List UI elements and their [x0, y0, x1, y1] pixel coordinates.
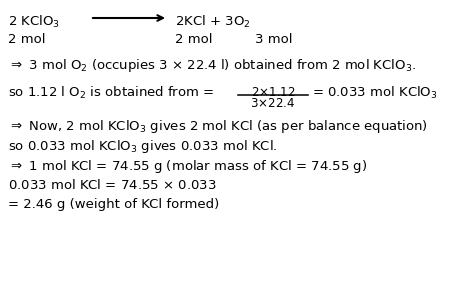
Text: = 2.46 g (weight of KCl formed): = 2.46 g (weight of KCl formed) — [8, 198, 219, 211]
Text: 2 mol: 2 mol — [175, 33, 212, 46]
Text: so 1.12 l O$_2$ is obtained from =: so 1.12 l O$_2$ is obtained from = — [8, 85, 214, 101]
Text: $\Rightarrow$ Now, 2 mol KClO$_3$ gives 2 mol KCl (as per balance equation): $\Rightarrow$ Now, 2 mol KClO$_3$ gives … — [8, 118, 428, 135]
Text: so 0.033 mol KClO$_3$ gives 0.033 mol KCl.: so 0.033 mol KClO$_3$ gives 0.033 mol KC… — [8, 138, 278, 155]
Text: 2 KClO$_3$: 2 KClO$_3$ — [8, 14, 60, 30]
Text: 2 mol: 2 mol — [8, 33, 46, 46]
Text: = 0.033 mol KClO$_3$: = 0.033 mol KClO$_3$ — [312, 85, 438, 101]
Text: 2KCl + 3O$_2$: 2KCl + 3O$_2$ — [175, 14, 250, 30]
Text: 3$\times$22.4: 3$\times$22.4 — [250, 97, 296, 110]
Text: 0.033 mol KCl = 74.55 $\times$ 0.033: 0.033 mol KCl = 74.55 $\times$ 0.033 — [8, 178, 217, 192]
Text: 3 mol: 3 mol — [255, 33, 292, 46]
Text: 2$\times$1.12: 2$\times$1.12 — [251, 86, 295, 99]
Text: $\Rightarrow$ 3 mol O$_2$ (occupies 3 $\times$ 22.4 l) obtained from 2 mol KClO$: $\Rightarrow$ 3 mol O$_2$ (occupies 3 $\… — [8, 57, 416, 74]
Text: $\Rightarrow$ 1 mol KCl = 74.55 g (molar mass of KCl = 74.55 g): $\Rightarrow$ 1 mol KCl = 74.55 g (molar… — [8, 158, 367, 175]
